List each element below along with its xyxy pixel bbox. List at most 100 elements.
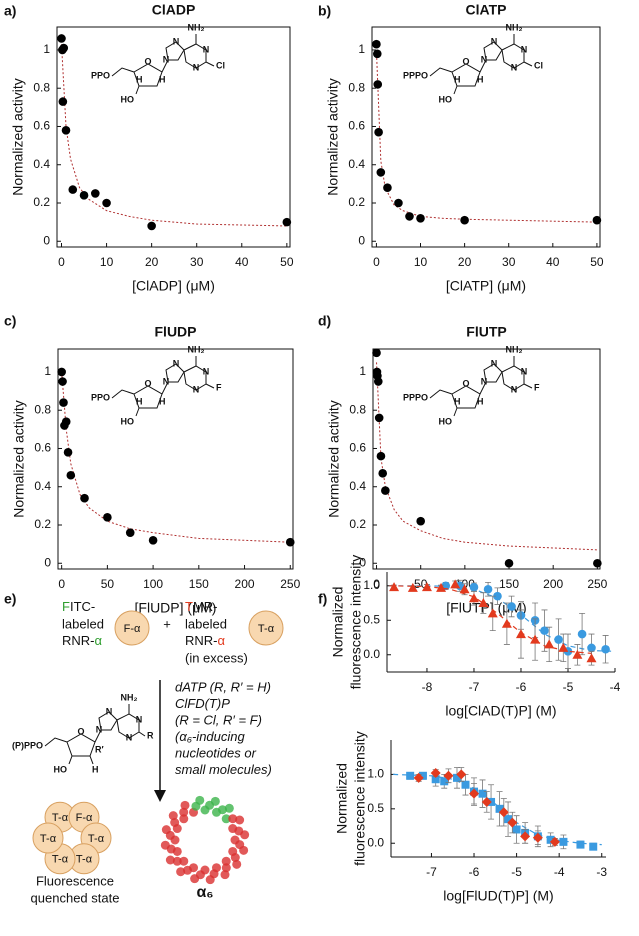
y-axis-label: Normalized [330,587,346,658]
atom-label: N [193,62,200,72]
atom-label: N [126,732,133,742]
point [546,835,555,844]
atom-label: HO [121,94,135,104]
point [481,796,492,807]
text-part: α [95,633,103,648]
text-part: MR- [193,599,218,614]
x-tick-label: 30 [190,255,204,269]
x-tick-label: 150 [499,577,519,591]
atom-label: N [511,384,518,394]
x-tick-label: 250 [280,577,300,591]
plot-frame [372,348,601,570]
point [576,840,585,849]
atom-label: PPO [91,70,110,80]
point [282,217,292,227]
protein-blob [232,859,242,869]
point [549,836,560,847]
point [540,626,549,635]
panel-label: e) [4,591,16,607]
x-tick-label: -7 [426,865,437,879]
y-axis-label: Normalized activity [11,400,27,517]
atom-label: N [163,376,170,386]
protein-blob [195,795,205,805]
atom-label: N [481,54,488,64]
point [507,817,518,828]
point [504,558,514,568]
atom-label: N [481,376,488,386]
y-tick-label: 0.0 [367,835,384,849]
point [102,198,111,208]
point [501,618,512,628]
atom-label: HO [439,416,453,426]
x-tick-label: -5 [563,680,574,694]
y-tick-label: 0.2 [34,517,51,531]
y-tick-label: 0.5 [367,801,384,815]
point [558,642,569,652]
point [125,528,135,537]
point [456,769,467,780]
point [91,189,100,198]
arrow-head [154,790,166,802]
y-tick-label: 1 [358,42,365,56]
point [407,582,418,592]
bond [523,383,533,389]
point [63,448,73,457]
fit-line [389,585,616,652]
protomer [114,610,150,646]
point [372,39,381,49]
x-tick-label: 30 [502,255,516,269]
text-part: RNR- [62,633,95,648]
protein-blob [172,856,182,866]
point [61,126,71,135]
point [285,537,295,547]
point [572,649,583,659]
point [483,584,493,594]
protomer-label: T-α [40,833,57,845]
hexamer-label: α₆ [196,884,213,901]
chart-title: ClADP [152,2,196,18]
bond [135,85,140,95]
x-tick-label: -5 [511,865,522,879]
atom-label: PPO [91,392,110,402]
x-tick-label: -4 [554,865,565,879]
x-tick-label: 150 [189,577,209,591]
bond [68,755,73,765]
point [512,825,521,834]
condition-text: (α₆-inducing [175,729,245,744]
atom-label: O [462,56,469,66]
point [405,212,414,221]
point [418,771,427,780]
point [459,584,470,594]
y-tick-label: 0.5 [363,612,380,626]
rnr-label: RNR-α [185,633,226,648]
atom-label: HO [439,94,453,104]
protein-blob [221,863,231,873]
y-tick-label: 0.2 [348,195,365,209]
point [532,832,543,843]
atom-label: NH₂ [506,22,523,32]
protein-blob [179,814,189,824]
point [430,768,441,779]
atom-label: N [163,54,170,64]
bond [44,737,68,747]
bond [66,733,96,757]
point [374,413,384,423]
chart-title: ClATP [466,2,507,18]
point [147,221,156,231]
y-tick-label: 1.0 [363,578,380,592]
atom-label: PPPO [403,70,428,80]
point [530,634,541,644]
protein-blob [224,803,234,813]
point [443,770,454,781]
y-tick-label: 0 [43,233,50,247]
protein-blob [165,855,175,865]
atom-label: N [491,36,498,46]
point [460,215,469,225]
x-axis-label: [ClATP] (μM) [446,278,526,294]
protein-blob [240,830,250,840]
x-tick-label: 250 [587,577,607,591]
x-tick-label: 200 [543,577,563,591]
text-part: RNR- [185,633,218,648]
y-axis-label: fluorescence intensity [348,555,364,690]
